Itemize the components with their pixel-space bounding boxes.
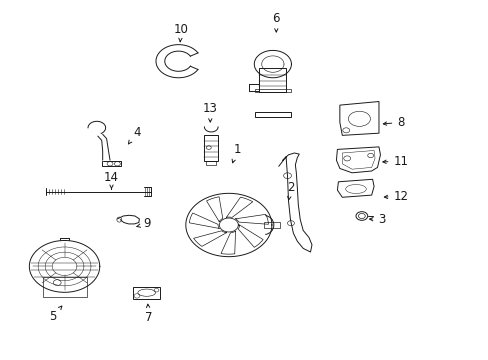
Text: 11: 11: [382, 155, 407, 168]
Text: 3: 3: [369, 213, 385, 226]
Bar: [254, 89, 291, 92]
Text: 6: 6: [272, 12, 280, 32]
Text: 13: 13: [203, 102, 217, 122]
Text: 8: 8: [383, 116, 404, 129]
Text: 10: 10: [173, 23, 188, 42]
Bar: [254, 112, 291, 117]
Text: 2: 2: [286, 181, 294, 200]
Text: 4: 4: [128, 126, 141, 144]
Text: 7: 7: [145, 304, 153, 324]
Bar: [206, 161, 216, 166]
Text: 1: 1: [232, 143, 241, 163]
Bar: [42, 277, 86, 297]
Text: 14: 14: [104, 171, 119, 189]
Text: 5: 5: [49, 306, 62, 323]
Text: 12: 12: [384, 190, 407, 203]
Bar: [264, 222, 279, 228]
Text: 9: 9: [137, 217, 150, 230]
Bar: [259, 68, 286, 91]
Bar: [204, 135, 218, 161]
